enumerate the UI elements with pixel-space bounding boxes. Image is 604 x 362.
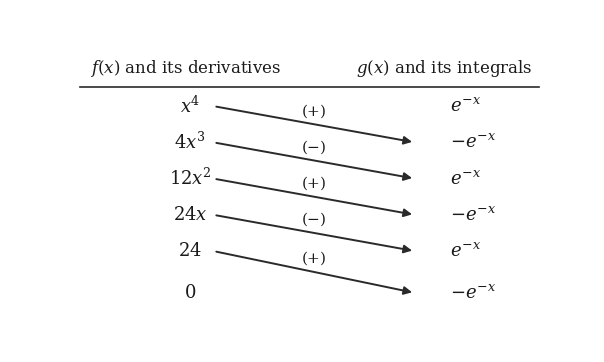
Text: $0$: $0$ <box>184 284 196 302</box>
Text: $24x$: $24x$ <box>173 206 208 224</box>
Text: $-e^{-x}$: $-e^{-x}$ <box>450 284 496 302</box>
Text: $(-)$: $(-)$ <box>301 138 327 156</box>
Text: $\mathit{g(x)}$ and its integrals: $\mathit{g(x)}$ and its integrals <box>356 58 533 79</box>
Text: $(-)$: $(-)$ <box>301 211 327 228</box>
Text: $-e^{-x}$: $-e^{-x}$ <box>450 133 496 151</box>
Text: $12x^2$: $12x^2$ <box>169 168 211 189</box>
Text: $x^4$: $x^4$ <box>180 96 201 117</box>
Text: $\mathit{f(x)}$ and its derivatives: $\mathit{f(x)}$ and its derivatives <box>89 58 281 79</box>
Text: $e^{-x}$: $e^{-x}$ <box>450 242 481 260</box>
Text: $(+)$: $(+)$ <box>301 102 327 120</box>
Text: $e^{-x}$: $e^{-x}$ <box>450 170 481 188</box>
Text: $e^{-x}$: $e^{-x}$ <box>450 97 481 115</box>
Text: $(+)$: $(+)$ <box>301 174 327 192</box>
Text: $4x^3$: $4x^3$ <box>175 132 206 153</box>
Text: $-e^{-x}$: $-e^{-x}$ <box>450 206 496 224</box>
Text: $(+)$: $(+)$ <box>301 250 327 268</box>
Text: $24$: $24$ <box>178 242 202 260</box>
